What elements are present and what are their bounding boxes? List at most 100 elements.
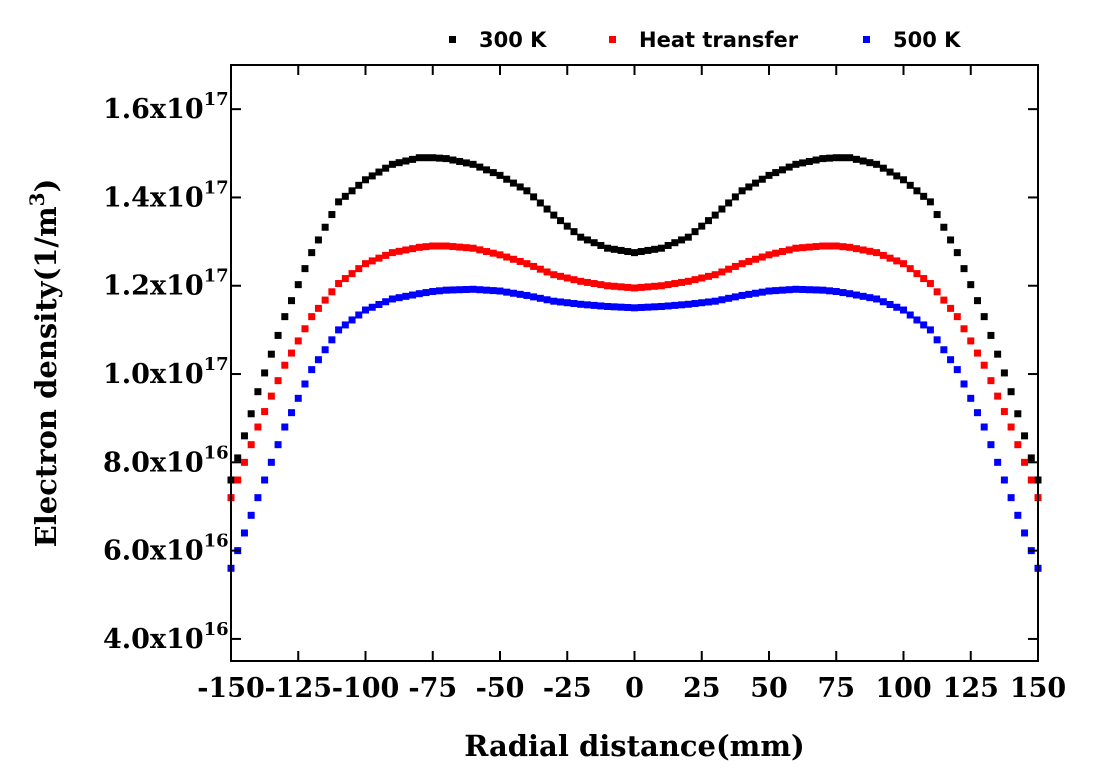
data-point — [489, 249, 497, 257]
data-point — [604, 302, 612, 310]
y-tick-mantissa: 1.4x10 — [103, 182, 204, 213]
data-point — [476, 286, 484, 294]
data-point — [267, 458, 275, 466]
data-point — [604, 282, 612, 290]
data-point — [483, 166, 491, 174]
data-point — [368, 303, 376, 311]
data-point — [772, 169, 780, 177]
data-point — [301, 325, 309, 333]
data-point — [536, 294, 544, 302]
data-point — [368, 172, 376, 180]
data-point — [274, 377, 282, 385]
data-point — [725, 199, 733, 207]
data-point — [644, 303, 652, 311]
data-point — [664, 281, 672, 289]
data-point — [926, 198, 934, 206]
data-point — [973, 349, 981, 357]
data-point — [402, 292, 410, 300]
data-point — [913, 187, 921, 195]
data-point — [631, 304, 638, 312]
data-point — [247, 511, 255, 519]
data-point — [1027, 454, 1035, 462]
data-point — [1014, 441, 1022, 449]
data-point — [368, 257, 376, 265]
data-point — [711, 297, 719, 305]
data-point — [953, 313, 961, 321]
data-point — [523, 260, 531, 268]
data-point — [900, 306, 907, 314]
data-point — [644, 283, 652, 291]
data-point — [704, 298, 712, 306]
data-point — [1021, 458, 1029, 466]
data-point — [261, 369, 269, 377]
data-point — [866, 294, 874, 302]
data-point — [778, 248, 786, 256]
data-point — [933, 288, 941, 296]
y-tick-mantissa: 1.0x10 — [103, 359, 204, 390]
data-point — [819, 242, 827, 250]
data-point — [274, 441, 282, 449]
legend-marker — [609, 36, 616, 43]
data-point — [1000, 408, 1008, 416]
data-point — [590, 280, 598, 288]
data-point — [624, 248, 632, 256]
data-point — [503, 253, 511, 261]
data-point — [772, 287, 780, 295]
data-point — [308, 249, 316, 257]
data-point — [550, 297, 558, 305]
data-point — [980, 313, 988, 321]
data-point — [483, 248, 491, 256]
data-point — [375, 254, 383, 262]
data-point — [879, 251, 887, 259]
data-point — [294, 337, 302, 345]
data-point — [563, 222, 571, 230]
data-point — [509, 289, 517, 297]
data-point — [321, 346, 329, 354]
data-point — [348, 187, 356, 195]
data-point — [449, 156, 457, 164]
data-point — [778, 286, 786, 294]
data-point — [953, 366, 961, 374]
data-point — [631, 284, 638, 292]
data-point — [288, 409, 296, 417]
data-point — [805, 243, 813, 251]
data-point — [604, 244, 612, 252]
data-point — [906, 311, 914, 319]
data-point — [731, 293, 739, 301]
data-point — [792, 160, 800, 168]
data-point — [557, 298, 565, 306]
data-point — [496, 171, 504, 179]
data-point — [1000, 369, 1008, 377]
data-point — [503, 288, 511, 296]
y-axis-title-text: Electron density(1/m — [29, 206, 63, 547]
data-point — [294, 281, 302, 289]
data-point — [839, 289, 847, 297]
data-point — [758, 175, 766, 183]
data-point — [294, 394, 302, 402]
data-point — [886, 301, 894, 309]
x-tick-label: 75 — [817, 673, 855, 704]
data-point — [543, 296, 551, 304]
data-point — [583, 301, 591, 309]
data-point — [684, 300, 692, 308]
data-point — [752, 289, 760, 297]
data-point — [893, 257, 901, 265]
data-point — [496, 287, 504, 295]
data-point — [691, 228, 699, 236]
data-point — [382, 164, 390, 172]
data-point — [288, 349, 296, 357]
data-point — [657, 282, 665, 290]
data-point — [913, 316, 921, 324]
x-tick-label: 150 — [1010, 673, 1066, 704]
data-point — [422, 289, 430, 297]
data-point — [516, 290, 524, 298]
data-point — [254, 388, 262, 396]
data-point — [597, 281, 605, 289]
data-point — [886, 254, 894, 262]
data-point — [920, 321, 928, 329]
data-point — [254, 423, 262, 431]
data-point — [617, 246, 625, 254]
data-point — [516, 183, 524, 191]
data-point — [866, 159, 874, 167]
